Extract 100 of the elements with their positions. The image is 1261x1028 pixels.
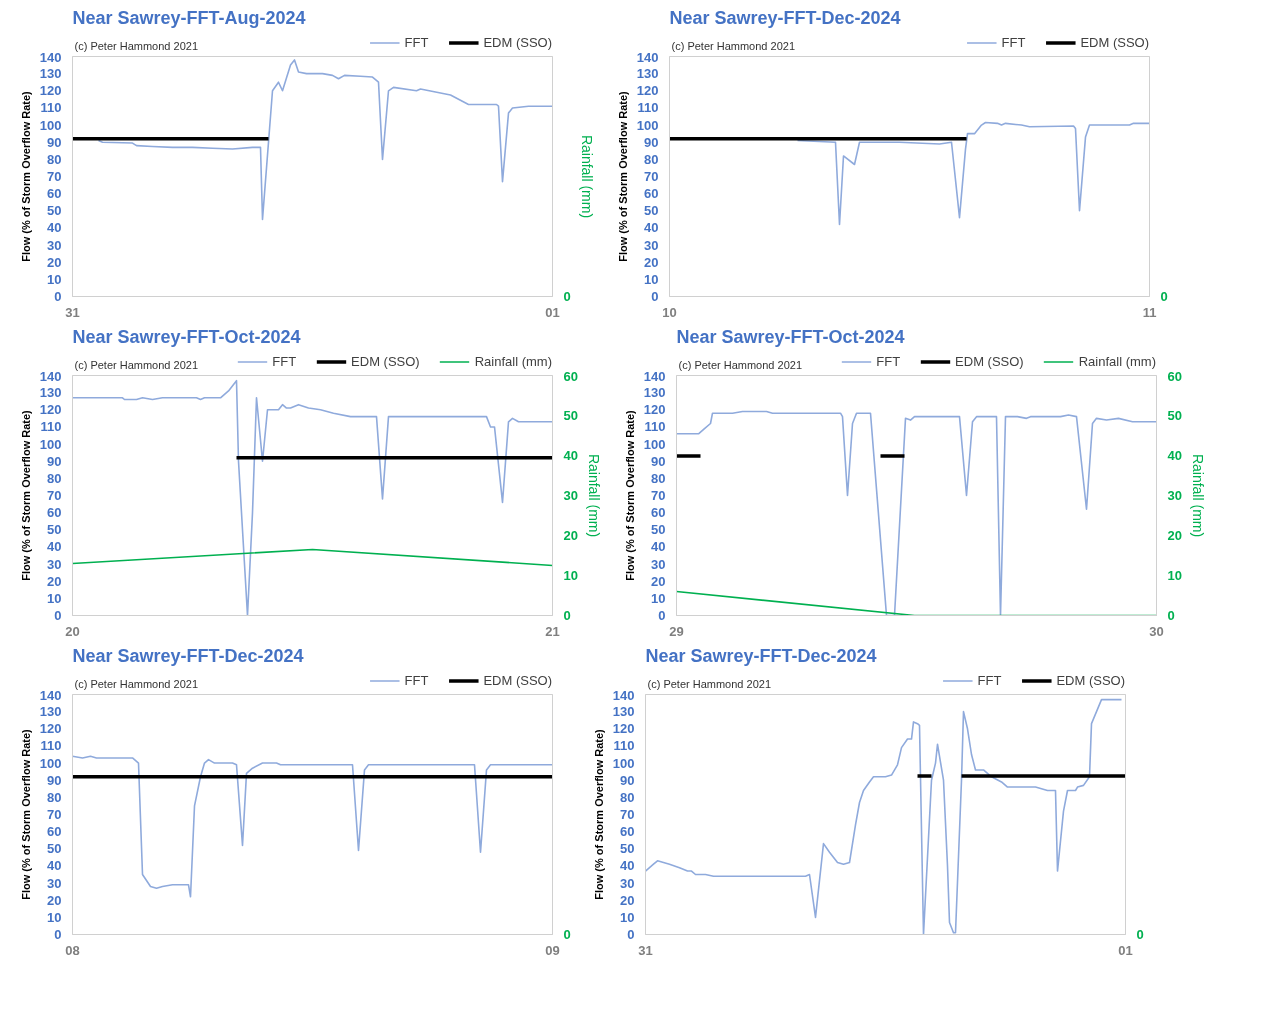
y-tick-label: 130 [643,385,666,401]
y-tick-label: 140 [612,687,635,703]
chart-title: Near Sawrey-FFT-Dec-2024 [645,645,877,666]
y-tick-label: 110 [613,738,635,754]
y-tick-label: 120 [636,83,659,99]
y2-tick-label: 20 [1167,528,1182,543]
legend-label: EDM (SSO) [351,353,420,369]
y2-tick-label: 50 [563,408,578,423]
y-tick-label: 60 [47,186,62,202]
y-tick-label: 0 [54,927,62,942]
y-tick-label: 100 [636,117,659,133]
y-tick-label: 50 [644,203,659,219]
text: 0 [1160,289,1168,304]
y-tick-label: 80 [47,789,62,805]
y-tick-label: 90 [47,453,62,469]
y-tick-label: 130 [636,66,659,82]
y-axis-title: Flow (% of Storm Overflow Rate) [592,728,605,900]
y-tick-label: 80 [644,151,659,167]
legend-label: FFT [977,672,1002,688]
legend-label: EDM (SSO) [1080,34,1149,50]
y2-tick-label: 60 [563,368,578,384]
y-tick-label: 120 [39,402,62,418]
y-tick-label: 20 [47,892,62,908]
y-tick-label: 90 [620,772,635,788]
y-tick-label: 10 [644,271,659,287]
y-tick-label: 0 [54,608,62,623]
y-tick-label: 110 [637,100,659,116]
legend-label: FFT [1001,34,1026,50]
y-axis-title: Flow (% of Storm Overflow Rate) [623,409,636,581]
y-tick-label: 110 [40,738,62,754]
text: (c) Peter Hammond 2021 [74,358,198,371]
text: 0 [563,289,571,304]
text: 0 [563,927,571,942]
x-tick-label: 31 [638,942,653,958]
y-tick-label: 90 [644,134,659,150]
y-axis-title: Flow (% of Storm Overflow Rate) [19,728,32,900]
y-tick-label: 140 [643,368,666,384]
x-tick-label: 01 [1118,942,1133,958]
y2-tick-label: 30 [1167,488,1182,503]
y2-axis-title: Rainfall (mm) [1189,453,1206,538]
y-tick-label: 30 [47,556,62,572]
text: (c) Peter Hammond 2021 [74,39,198,52]
y-tick-label: 120 [612,721,635,737]
chart-title: Near Sawrey-FFT-Aug-2024 [72,7,306,28]
y-tick-label: 60 [620,824,635,840]
y-tick-label: 30 [47,237,62,253]
y-tick-label: 60 [47,824,62,840]
text: (c) Peter Hammond 2021 [671,39,795,52]
legend-label: FFT [272,353,297,369]
text: (c) Peter Hammond 2021 [74,677,198,690]
y-tick-label: 140 [39,368,62,384]
y-tick-label: 60 [651,505,666,521]
y-tick-label: 140 [39,49,62,65]
y-tick-label: 50 [651,522,666,538]
y-tick-label: 70 [47,169,62,184]
y-tick-label: 40 [47,858,62,874]
y-tick-label: 90 [651,453,666,469]
y2-tick-label: 60 [1167,368,1182,384]
y-axis-title: Flow (% of Storm Overflow Rate) [19,409,32,581]
y-tick-label: 10 [620,909,635,925]
y-tick-label: 0 [658,608,666,623]
legend-label: FFT [404,34,429,50]
y-tick-label: 50 [47,841,62,857]
y2-tick-label: 20 [563,528,578,543]
y-tick-label: 60 [47,505,62,521]
y-tick-label: 130 [39,66,62,82]
x-tick-label: 11 [1142,304,1157,320]
y2-tick-label: 40 [1167,448,1182,463]
y-tick-label: 50 [47,522,62,538]
text: 0 [1136,927,1144,942]
y2-axis-title: Rainfall (mm) [578,134,595,219]
y-tick-label: 70 [644,169,659,184]
y2-tick-label: 0 [1167,608,1175,623]
legend-label: EDM (SSO) [955,353,1024,369]
y-tick-label: 120 [643,402,666,418]
x-tick-label: 21 [545,623,560,639]
y-tick-label: 10 [651,590,666,606]
y-tick-label: 30 [620,875,635,891]
y-tick-label: 80 [47,470,62,486]
legend-label: EDM (SSO) [483,34,552,50]
legend-label: Rainfall (mm) [1078,353,1156,369]
text: (c) Peter Hammond 2021 [647,677,771,690]
x-tick-label: 01 [545,304,560,320]
y-tick-label: 30 [47,875,62,891]
y-tick-label: 40 [620,858,635,874]
x-tick-label: 31 [65,304,80,320]
y2-tick-label: 50 [1167,408,1182,423]
line-series [72,755,553,898]
chart-title: Near Sawrey-FFT-Dec-2024 [72,645,304,666]
y-tick-label: 60 [644,186,659,202]
y-tick-label: 40 [644,220,659,236]
y-tick-label: 20 [47,573,62,589]
line-series [645,698,1123,935]
y-tick-label: 30 [644,237,659,253]
y-tick-label: 100 [612,755,635,771]
legend-label: Rainfall (mm) [474,353,552,369]
y-tick-label: 100 [39,436,62,452]
x-tick-label: 30 [1149,623,1164,639]
y-tick-label: 20 [620,892,635,908]
y-tick-label: 100 [643,436,666,452]
